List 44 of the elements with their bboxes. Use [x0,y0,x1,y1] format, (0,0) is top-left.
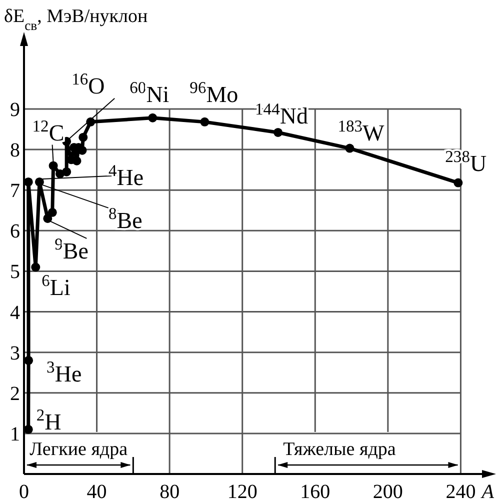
y-tick-label: 9 [10,98,20,121]
point [78,132,88,142]
x-tick-label: 120 [227,481,258,503]
y-tick-label: 5 [10,261,20,284]
point [72,156,82,166]
annotation: $^{4}$He [108,160,144,190]
x-tick-label: 0 [19,481,29,503]
point [34,177,44,186]
point [200,117,210,126]
y-tick-label: 2 [10,382,20,405]
point [62,167,72,176]
point [48,208,57,217]
annotation: $^{96}$Mo [190,77,238,107]
point [345,144,354,153]
y-tick-label: 7 [10,180,20,202]
annotation: $^{6}$Li [42,270,70,300]
x-tick-label: 160 [300,481,330,503]
x-tick-label: 40 [86,481,107,503]
annotation: $^{16}$O [72,68,105,98]
point [24,356,34,365]
point [274,128,283,137]
y-tick-label: 6 [10,220,20,243]
y-tick-label: 8 [10,140,20,162]
point [48,161,58,170]
ref-line-label: Легкие ядра [30,439,128,460]
annotation: $^{60}$Ni [130,77,170,107]
y-tick-label: 3 [10,342,20,364]
point [148,113,158,122]
annotation: $^{12}$C [32,116,64,146]
x-tick-label: 200 [372,481,403,503]
y-tick-label: 1 [10,423,20,446]
y-axis-title: δE$_{св}$, МэВ/нуклон [4,6,148,32]
annotation: $^{3}$He [46,356,82,386]
x-axis-title: A [480,481,495,503]
annotation: $^{8}$Be [108,203,142,233]
y-tick-label: 4 [10,302,20,324]
annotation: $^{9}$Be [54,234,88,264]
x-tick-label: 80 [160,481,180,503]
ref-line-label: Тяжелые ядра [283,439,396,460]
annotation: $^{183}$W [338,116,385,146]
x-tick-label: 240 [446,481,476,503]
point [31,262,40,272]
annotation: $^{2}$H [36,404,62,434]
point [454,178,463,188]
